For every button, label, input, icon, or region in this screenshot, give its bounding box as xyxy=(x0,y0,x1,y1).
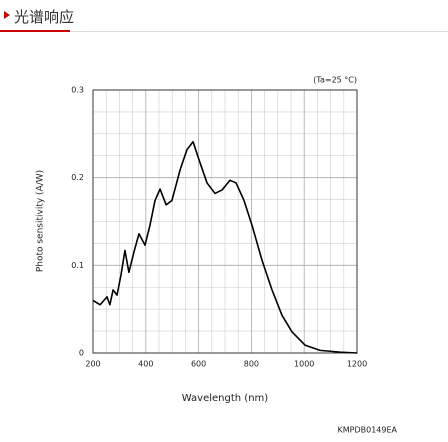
header-title: 光谱响应 xyxy=(14,8,75,26)
y-axis-label: Photo sensitivity (A/W) xyxy=(36,170,46,272)
plot-frame xyxy=(92,89,358,354)
x-tick-label: 200 xyxy=(85,360,100,369)
header-icon xyxy=(4,11,10,19)
figure-code: KMPDB0149EA xyxy=(337,426,397,435)
y-tick-label: 0.3 xyxy=(71,86,84,95)
header: 光谱响应 xyxy=(0,0,448,34)
header-rule xyxy=(0,31,448,32)
x-tick-label: 800 xyxy=(244,360,259,369)
x-tick-label: 400 xyxy=(138,360,153,369)
line xyxy=(92,140,358,354)
y-tick-label: 0.1 xyxy=(71,261,84,270)
y-tick-label: 0.2 xyxy=(71,173,84,182)
x-tick-label: 1200 xyxy=(347,360,367,369)
x-axis-label: Wavelength (nm) xyxy=(182,393,268,404)
annotation: (Ta=25 °C) xyxy=(313,76,357,85)
x-tick-label: 1000 xyxy=(294,360,314,369)
y-tick-label: 0 xyxy=(79,349,84,358)
x-tick-label: 600 xyxy=(191,360,206,369)
header-accent xyxy=(0,30,70,32)
